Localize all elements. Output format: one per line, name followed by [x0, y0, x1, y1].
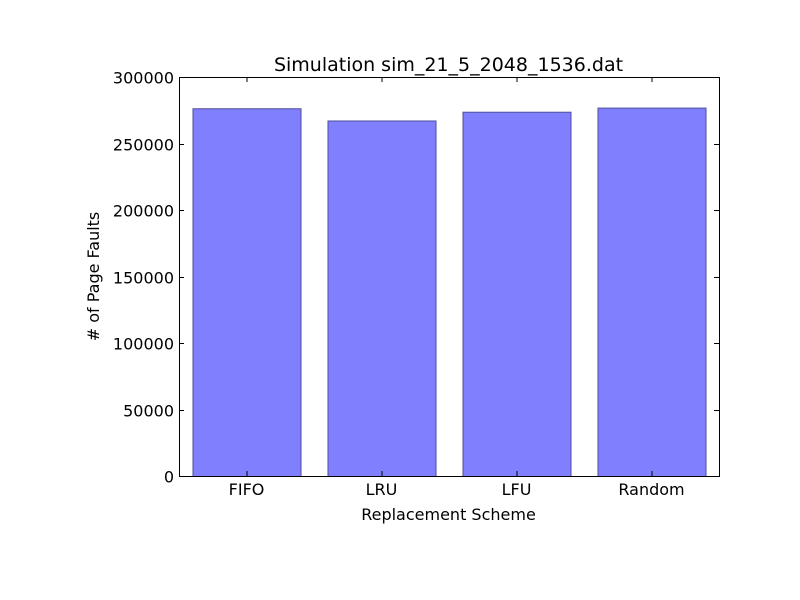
tick-labels-group: FIFO LRU LFU Random 0 50000 100000 150000 200000…: [113, 69, 685, 500]
bar-fifo: [192, 108, 302, 477]
x-axis-label: Replacement Scheme: [361, 505, 536, 524]
bar-lfu: [462, 111, 572, 477]
ticks-group: [179, 77, 719, 477]
chart-title: Simulation sim_21_5_2048_1536.dat: [274, 54, 623, 76]
y-tick-label: 200000: [113, 202, 174, 221]
x-tick-label: Random: [618, 480, 684, 499]
y-tick-label: 150000: [113, 269, 174, 288]
bar-lru: [327, 120, 437, 477]
y-tick-label: 0: [164, 468, 174, 487]
bar-random: [597, 107, 707, 477]
y-tick-label: 300000: [113, 69, 174, 88]
y-tick-label: 250000: [113, 136, 174, 155]
x-tick-label: FIFO: [229, 480, 265, 499]
x-tick-label: LRU: [366, 480, 398, 499]
bars-group: [192, 107, 707, 477]
y-tick-label: 100000: [113, 335, 174, 354]
y-tick-label: 50000: [123, 402, 174, 421]
x-tick-label: LFU: [502, 480, 532, 499]
y-axis-label: # of Page Faults: [84, 212, 103, 342]
